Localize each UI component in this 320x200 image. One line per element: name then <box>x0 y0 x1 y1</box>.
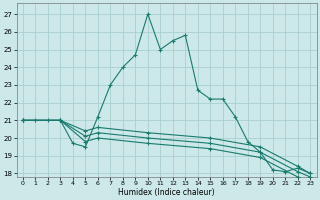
X-axis label: Humidex (Indice chaleur): Humidex (Indice chaleur) <box>118 188 215 197</box>
